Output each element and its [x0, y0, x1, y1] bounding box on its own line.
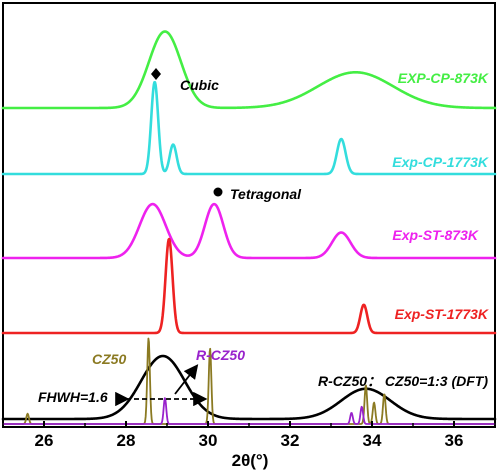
label-r-cz50: R-CZ50: [196, 347, 245, 363]
series-exp-cp-1773k: [1, 80, 497, 176]
cubic-label: Cubic: [180, 77, 219, 93]
plot-frame: [2, 2, 496, 428]
series-exp-st-873k: [1, 202, 497, 260]
label-exp-st-873k: Exp-ST-873K: [392, 227, 478, 243]
x-tick-label-30: 30: [199, 431, 218, 450]
x-tick-label-36: 36: [445, 431, 464, 450]
x-tick-label-32: 32: [281, 431, 300, 450]
x-axis-ticks: 26 28 30 32 34 36: [2, 421, 496, 450]
label-cz50: CZ50: [92, 351, 126, 367]
series-exp-st-1773k: [1, 237, 497, 335]
label-exp-cp-873k: EXP-CP-873K: [398, 70, 489, 86]
series-exp-cp-873k: [1, 30, 497, 110]
label-ratio: R-CZ50： CZ50=1:3 (DFT): [318, 373, 488, 389]
label-fhwh: FHWH=1.6: [38, 389, 108, 405]
cubic-marker: [151, 68, 161, 80]
x-axis-title: 2θ(°): [232, 451, 269, 470]
tetragonal-marker: [213, 187, 223, 197]
tetragonal-label: Tetragonal: [230, 186, 302, 202]
series-r-cz50-dft: [1, 354, 497, 421]
x-tick-label-34: 34: [363, 431, 382, 450]
x-tick-label-28: 28: [117, 431, 136, 450]
r-cz50-pointer-arrow: [174, 364, 199, 395]
label-exp-cp-1773k: Exp-CP-1773K: [392, 154, 489, 170]
label-exp-st-1773k: Exp-ST-1773K: [395, 306, 489, 322]
x-tick-label-26: 26: [35, 431, 54, 450]
